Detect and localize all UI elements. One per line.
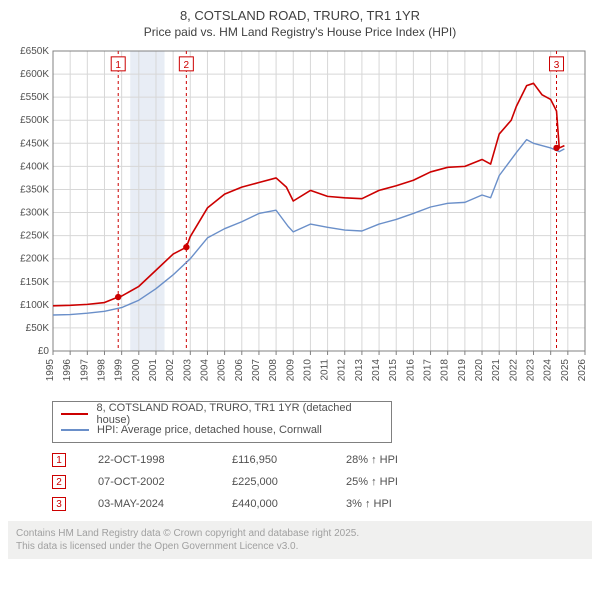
svg-text:2005: 2005 — [217, 359, 228, 382]
svg-text:2026: 2026 — [577, 359, 588, 382]
event-hpi: 28% ↑ HPI — [346, 454, 436, 466]
svg-text:£300K: £300K — [20, 208, 49, 219]
svg-text:2018: 2018 — [440, 359, 451, 382]
svg-text:1996: 1996 — [62, 359, 73, 382]
svg-text:1995: 1995 — [45, 359, 56, 382]
svg-text:1998: 1998 — [96, 359, 107, 382]
svg-text:2017: 2017 — [423, 359, 434, 382]
event-marker: 2 — [52, 475, 66, 489]
legend-swatch — [61, 413, 88, 415]
event-row: 1 22-OCT-1998 £116,950 28% ↑ HPI — [52, 449, 588, 471]
event-row: 2 07-OCT-2002 £225,000 25% ↑ HPI — [52, 471, 588, 493]
event-hpi: 25% ↑ HPI — [346, 476, 436, 488]
event-row: 3 03-MAY-2024 £440,000 3% ↑ HPI — [52, 493, 588, 515]
chart-subtitle: Price paid vs. HM Land Registry's House … — [4, 25, 596, 39]
event-price: £440,000 — [232, 498, 322, 510]
svg-text:2011: 2011 — [320, 359, 331, 381]
title-block: 8, COTSLAND ROAD, TRURO, TR1 1YR Price p… — [4, 8, 596, 39]
svg-text:2006: 2006 — [234, 359, 245, 382]
svg-text:£200K: £200K — [20, 254, 49, 265]
svg-text:2001: 2001 — [148, 359, 159, 382]
svg-text:2022: 2022 — [508, 359, 519, 382]
event-marker: 1 — [52, 453, 66, 467]
svg-text:2012: 2012 — [337, 359, 348, 382]
svg-text:2003: 2003 — [182, 359, 193, 382]
svg-text:2009: 2009 — [285, 359, 296, 382]
svg-text:2025: 2025 — [560, 359, 571, 382]
svg-text:3: 3 — [554, 60, 560, 71]
svg-text:£250K: £250K — [20, 231, 49, 242]
svg-text:2019: 2019 — [457, 359, 468, 382]
attribution-line1: Contains HM Land Registry data © Crown c… — [16, 527, 584, 540]
event-hpi: 3% ↑ HPI — [346, 498, 436, 510]
svg-text:2016: 2016 — [405, 359, 416, 382]
event-date: 03-MAY-2024 — [98, 498, 208, 510]
legend: 8, COTSLAND ROAD, TRURO, TR1 1YR (detach… — [52, 401, 392, 443]
svg-text:2021: 2021 — [491, 359, 502, 382]
event-price: £225,000 — [232, 476, 322, 488]
svg-text:1999: 1999 — [114, 359, 125, 382]
svg-text:£100K: £100K — [20, 300, 49, 311]
svg-text:2015: 2015 — [388, 359, 399, 382]
svg-text:2024: 2024 — [543, 359, 554, 382]
svg-text:2013: 2013 — [354, 359, 365, 382]
svg-text:2010: 2010 — [302, 359, 313, 382]
svg-text:2000: 2000 — [131, 359, 142, 382]
legend-label: 8, COTSLAND ROAD, TRURO, TR1 1YR (detach… — [96, 402, 383, 426]
plot-area: £0 £50K £100K £150K £200K £250K £300K £350K £400… — [5, 45, 595, 395]
line-chart-svg: £0 £50K £100K £150K £200K £250K £300K £350K £400… — [5, 45, 595, 395]
svg-text:£450K: £450K — [20, 138, 49, 149]
svg-text:£600K: £600K — [20, 69, 49, 80]
svg-text:£550K: £550K — [20, 92, 49, 103]
svg-text:£50K: £50K — [26, 323, 50, 334]
svg-text:£500K: £500K — [20, 115, 49, 126]
svg-text:£400K: £400K — [20, 161, 49, 172]
svg-text:2: 2 — [184, 60, 190, 71]
event-price: £116,950 — [232, 454, 322, 466]
legend-swatch — [61, 429, 89, 431]
legend-label: HPI: Average price, detached house, Corn… — [97, 424, 322, 436]
svg-text:£0: £0 — [38, 346, 50, 357]
svg-text:2004: 2004 — [199, 359, 210, 382]
svg-text:£150K: £150K — [20, 277, 49, 288]
events-table: 1 22-OCT-1998 £116,950 28% ↑ HPI 2 07-OCT-200… — [52, 449, 588, 515]
svg-text:2007: 2007 — [251, 359, 262, 382]
event-date: 07-OCT-2002 — [98, 476, 208, 488]
chart-container: 8, COTSLAND ROAD, TRURO, TR1 1YR Price p… — [0, 0, 600, 565]
attribution: Contains HM Land Registry data © Crown c… — [8, 521, 592, 559]
svg-text:2008: 2008 — [268, 359, 279, 382]
svg-text:2020: 2020 — [474, 359, 485, 382]
svg-text:2014: 2014 — [371, 359, 382, 382]
event-marker: 3 — [52, 497, 66, 511]
svg-text:2023: 2023 — [526, 359, 537, 382]
svg-text:£350K: £350K — [20, 184, 49, 195]
event-date: 22-OCT-1998 — [98, 454, 208, 466]
svg-text:1997: 1997 — [79, 359, 90, 382]
svg-text:2002: 2002 — [165, 359, 176, 382]
attribution-line2: This data is licensed under the Open Gov… — [16, 540, 584, 553]
chart-title: 8, COTSLAND ROAD, TRURO, TR1 1YR — [4, 8, 596, 23]
svg-text:£650K: £650K — [20, 46, 49, 57]
svg-text:1: 1 — [115, 60, 121, 71]
legend-row: 8, COTSLAND ROAD, TRURO, TR1 1YR (detach… — [61, 406, 383, 422]
